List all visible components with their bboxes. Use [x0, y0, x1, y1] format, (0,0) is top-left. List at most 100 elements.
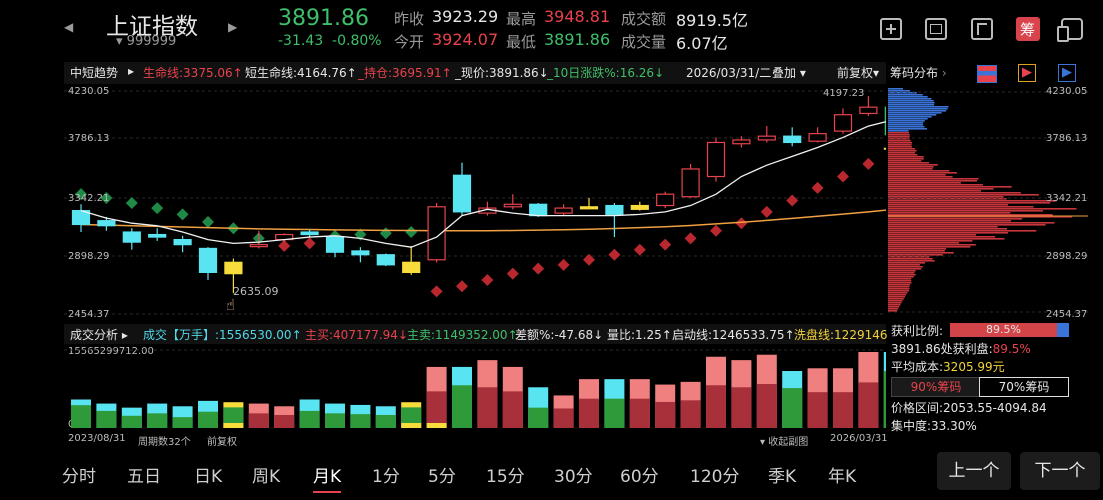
- trend-diamond: [405, 226, 418, 239]
- chip-bar: [888, 264, 920, 266]
- tab-1[interactable]: 五日: [127, 467, 161, 487]
- profit-ratio-value: 89.5%: [986, 323, 1021, 336]
- chip-bar: [888, 280, 912, 282]
- chip-bar: [888, 130, 909, 132]
- tab-0[interactable]: 分时: [62, 467, 96, 487]
- chip-bar: [888, 248, 947, 250]
- chip-bar: [888, 252, 954, 254]
- price-range-label: 价格区间:: [891, 401, 944, 415]
- chip-bar: [888, 174, 946, 176]
- chip-bar: [888, 258, 933, 260]
- overlay-dropdown[interactable]: 叠加 ▾: [772, 66, 806, 80]
- candle-body: [300, 231, 319, 236]
- volume-footer-end: 2026/03/31: [830, 433, 888, 444]
- tab-7[interactable]: 15分: [486, 467, 525, 487]
- avg-cost-value: 3205.99元: [943, 360, 1005, 374]
- chip-90-button[interactable]: 90%筹码: [891, 377, 981, 397]
- chip-bar: [888, 104, 935, 106]
- chip-view-icon-1[interactable]: [977, 65, 997, 83]
- adjust-dropdown[interactable]: 前复权▾: [837, 66, 880, 80]
- chip-icon[interactable]: 筹: [1016, 17, 1040, 41]
- price-range-value: 2053.55-4094.84: [943, 401, 1047, 415]
- tab-6[interactable]: 5分: [428, 467, 456, 487]
- tab-10[interactable]: 120分: [690, 467, 740, 487]
- trend-diamond: [633, 243, 646, 256]
- chip-bar: [888, 182, 961, 184]
- kline-chart[interactable]: [64, 86, 886, 322]
- volume-bar-inner: [172, 417, 193, 428]
- price-tick-left: 2898.29: [68, 251, 110, 262]
- switch-device-icon[interactable]: [1057, 18, 1083, 42]
- short-life-line: [80, 121, 886, 248]
- tab-2[interactable]: 日K: [194, 467, 223, 487]
- stat-value: 3923.29: [432, 7, 499, 26]
- chip-view-icon-2[interactable]: ▶: [1018, 64, 1036, 82]
- chip-view-icon-3[interactable]: ▶: [1058, 64, 1076, 82]
- chip-bar: [888, 156, 924, 158]
- volume-bar-inner: [274, 414, 295, 428]
- volume-value: 主买:407177.94↓: [305, 328, 408, 342]
- chip-bar: [888, 272, 915, 274]
- tab-3[interactable]: 周K: [252, 467, 281, 487]
- volume-bar-base: [223, 423, 244, 428]
- tab-9[interactable]: 60分: [620, 467, 659, 487]
- price-tick-right: 3786.13: [1046, 133, 1088, 144]
- stat-label: 昨收: [394, 10, 425, 28]
- chip-bar: [888, 238, 1005, 240]
- tab-8[interactable]: 30分: [554, 467, 593, 487]
- picture-icon[interactable]: [925, 18, 947, 40]
- tab-5[interactable]: 1分: [372, 467, 400, 487]
- chip-bar: [888, 140, 911, 142]
- candle-body: [554, 207, 573, 214]
- stat-label: 最高: [506, 10, 537, 28]
- chip-bar: [888, 306, 900, 308]
- prev-stock-button[interactable]: 上一个: [937, 452, 1011, 490]
- collapse-subchart-button[interactable]: ▾ 收起副图: [760, 437, 809, 448]
- tab-11[interactable]: 季K: [768, 467, 797, 487]
- chip-bar: [888, 168, 933, 170]
- volume-selector[interactable]: 成交分析 ▸: [70, 328, 128, 342]
- trend-diamond: [75, 188, 87, 201]
- indicator-selector-arrow[interactable]: ▸: [128, 64, 135, 78]
- candle-body: [605, 204, 624, 215]
- stat-label: 成交额: [621, 10, 667, 28]
- trend-diamond: [659, 238, 672, 251]
- volume-value: 差额%:-47.68↓: [515, 328, 604, 342]
- candle-body: [224, 261, 243, 275]
- stock-code[interactable]: ▾ 999999: [116, 34, 177, 49]
- volume-value: 主卖:1149352.00↑: [407, 328, 518, 342]
- chip-bar: [888, 232, 1009, 234]
- candle-body: [656, 193, 675, 207]
- tab-12[interactable]: 年K: [828, 467, 857, 487]
- life-line: [80, 209, 886, 232]
- volume-bar-inner: [883, 371, 886, 428]
- prev-stock-arrow[interactable]: ◀: [64, 20, 74, 34]
- chip-bar: [888, 270, 916, 272]
- next-stock-button[interactable]: 下一个: [1020, 452, 1100, 490]
- trend-diamond: [100, 191, 113, 204]
- chip-info-panel: 获利比例: 89.5% 3891.86处获利盘:89.5% 平均成本:3205.…: [888, 320, 1088, 435]
- volume-bar-inner: [198, 411, 218, 428]
- next-stock-arrow[interactable]: ▶: [228, 20, 238, 34]
- volume-bar-inner: [604, 398, 625, 428]
- trend-diamond: [176, 208, 189, 221]
- region-icon[interactable]: [971, 18, 993, 40]
- chip-70-button[interactable]: 70%筹码: [979, 377, 1069, 397]
- chip-bar: [888, 134, 910, 136]
- chip-bar: [888, 102, 935, 104]
- volume-bar-inner: [833, 392, 853, 428]
- chip-bar: [888, 230, 1037, 232]
- chip-bar: [888, 120, 925, 122]
- chip-bar: [888, 94, 923, 96]
- volume-bar-inner: [680, 400, 701, 428]
- chip-bar: [888, 122, 924, 124]
- candle-body: [97, 220, 116, 227]
- chip-bar: [888, 138, 910, 140]
- indicator-value: 短生命线:4164.76↑: [245, 66, 357, 80]
- indicator-selector[interactable]: 中短趋势: [70, 66, 119, 80]
- volume-value: 启动线:1246533.75↑: [672, 328, 795, 342]
- stat-value: 3891.86: [544, 30, 611, 49]
- plus-square-icon[interactable]: [880, 18, 902, 40]
- chip-distribution-label[interactable]: 筹码分布 ›: [890, 66, 947, 80]
- tab-4[interactable]: 月K: [313, 462, 342, 493]
